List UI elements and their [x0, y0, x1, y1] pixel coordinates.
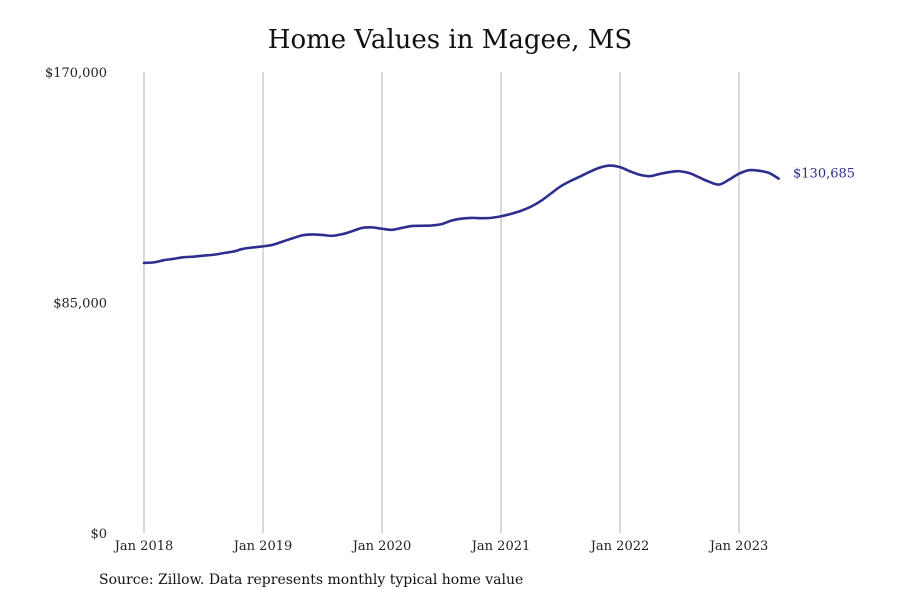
x-tick-label: Jan 2022	[589, 539, 650, 554]
y-tick-label: $170,000	[45, 66, 107, 81]
gridlines	[143, 72, 740, 533]
end-value-label: $130,685	[793, 167, 855, 182]
x-tick-label: Jan 2023	[708, 539, 769, 554]
series-layer: $130,685	[142, 164, 855, 265]
y-tick-label: $0	[90, 527, 107, 542]
series-line	[142, 164, 780, 265]
x-tick-label: Jan 2020	[351, 539, 412, 554]
x-axis-ticks: Jan 2018 Jan 2019 Jan 2020 Jan 2021 Jan 2022…	[113, 539, 769, 554]
x-tick-label: Jan 2018	[113, 539, 174, 554]
y-axis-ticks: $0 $85,000 $170,000	[45, 66, 107, 542]
y-tick-label: $85,000	[53, 297, 107, 312]
source-note: Source: Zillow. Data represents monthly …	[99, 572, 524, 588]
x-tick-label: Jan 2019	[232, 539, 293, 554]
x-tick-label: Jan 2021	[470, 539, 531, 554]
chart-title: Home Values in Magee, MS	[267, 25, 633, 55]
